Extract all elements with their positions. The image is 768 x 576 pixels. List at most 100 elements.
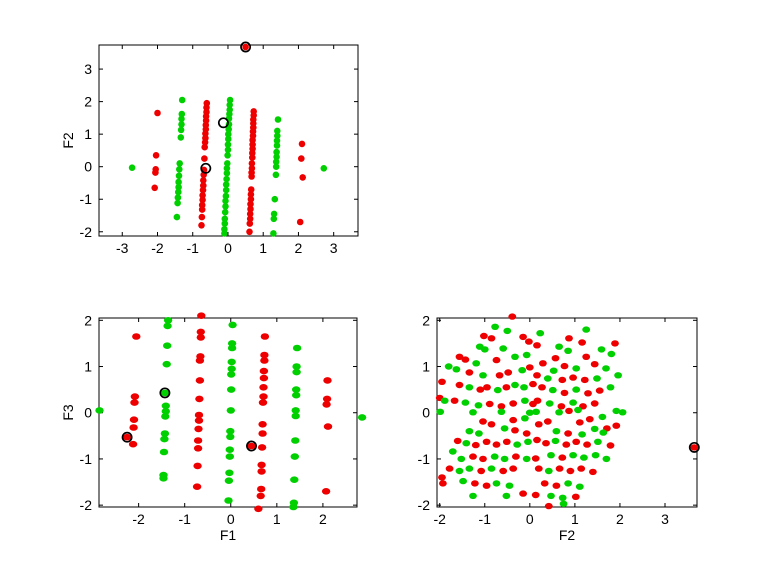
data-point <box>320 165 328 172</box>
data-point <box>512 453 520 460</box>
data-point <box>455 353 464 360</box>
data-point <box>258 399 268 406</box>
data-point <box>551 355 560 362</box>
data-point <box>247 195 255 203</box>
data-point <box>225 130 232 138</box>
series-class-red <box>122 312 333 513</box>
data-point <box>194 417 204 424</box>
x-tick-label: 0 <box>227 511 235 527</box>
data-point <box>257 461 266 469</box>
data-point <box>476 386 485 393</box>
x-tick-label: -2 <box>132 511 145 527</box>
x-tick-label: -1 <box>479 511 492 527</box>
data-point <box>547 492 555 500</box>
data-point <box>472 360 481 367</box>
data-point <box>611 340 619 347</box>
data-point <box>534 465 543 472</box>
data-point <box>590 425 599 433</box>
data-point <box>224 497 233 504</box>
x-tick-label: -2 <box>151 240 164 256</box>
data-point <box>555 409 563 416</box>
y-tick-label: 1 <box>84 359 92 375</box>
data-point <box>465 428 474 435</box>
y-tick-label: -1 <box>80 451 93 467</box>
data-point <box>224 477 234 485</box>
data-point <box>565 407 573 415</box>
data-point <box>259 367 269 375</box>
data-point <box>614 372 622 379</box>
data-point <box>584 390 592 397</box>
data-point <box>162 360 171 368</box>
data-point <box>246 220 254 227</box>
series-class-red <box>151 43 307 236</box>
data-point <box>479 455 487 463</box>
data-point <box>194 425 203 433</box>
data-point <box>505 482 514 489</box>
data-point <box>322 401 331 408</box>
data-point <box>274 116 282 123</box>
y-tick-label: 2 <box>422 312 430 328</box>
data-point <box>599 429 608 436</box>
data-point <box>225 446 234 454</box>
y-tick-label: 0 <box>84 405 92 421</box>
data-point <box>95 407 104 414</box>
data-point <box>129 416 139 424</box>
data-point <box>455 381 464 389</box>
data-point <box>566 467 575 475</box>
highlight-ring <box>240 41 252 53</box>
data-point <box>531 491 540 499</box>
data-point <box>128 164 136 171</box>
data-point <box>224 160 231 167</box>
data-point <box>487 421 496 428</box>
data-point <box>578 431 586 438</box>
data-point <box>444 363 453 370</box>
y-tick-label: -2 <box>80 224 93 240</box>
data-point <box>177 134 185 141</box>
data-point <box>477 467 486 475</box>
data-point <box>580 454 588 461</box>
data-point <box>226 96 234 104</box>
data-point <box>487 335 496 342</box>
data-point <box>272 171 280 179</box>
data-point <box>248 173 255 180</box>
data-point <box>222 186 230 194</box>
data-point <box>163 342 172 350</box>
data-point <box>298 140 306 148</box>
series-class-green <box>95 317 367 511</box>
data-point <box>539 360 547 367</box>
data-point <box>479 372 487 379</box>
data-point <box>607 350 616 358</box>
data-point <box>457 455 466 463</box>
data-point <box>545 400 554 407</box>
data-point <box>258 421 267 428</box>
data-point <box>323 377 332 384</box>
data-point <box>227 358 236 366</box>
data-point <box>292 344 302 352</box>
data-point <box>500 425 509 432</box>
data-point <box>152 169 159 176</box>
data-point <box>163 317 173 324</box>
data-point <box>242 43 249 51</box>
data-point <box>122 433 132 441</box>
data-point <box>175 172 183 180</box>
data-point <box>247 191 255 198</box>
data-point <box>549 367 558 374</box>
data-point <box>292 368 301 376</box>
data-point <box>618 409 627 416</box>
data-point <box>557 403 566 410</box>
x-tick-label: 2 <box>319 511 327 527</box>
data-point <box>519 490 527 497</box>
data-point <box>273 153 280 161</box>
data-point <box>606 384 615 391</box>
data-point <box>525 409 534 416</box>
data-point <box>258 430 267 437</box>
data-point <box>225 135 232 143</box>
data-point <box>222 203 229 210</box>
data-point <box>445 465 454 472</box>
data-point <box>226 407 235 414</box>
data-point <box>509 400 518 407</box>
data-point <box>194 411 204 419</box>
data-point <box>222 192 230 200</box>
data-point <box>274 127 281 135</box>
